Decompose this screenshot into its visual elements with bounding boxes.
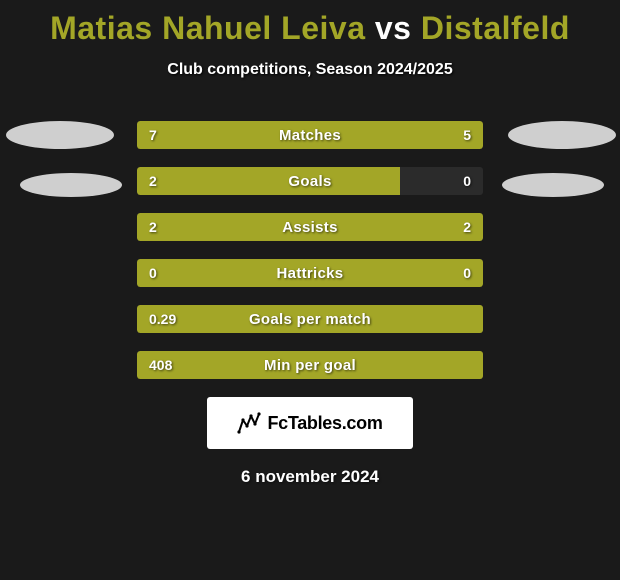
avatar-placeholder-right-1	[508, 121, 616, 149]
logo-badge: FcTables.com	[207, 397, 413, 449]
stat-row: Goals per match0.29	[137, 305, 483, 333]
stat-value-left: 0.29	[149, 305, 176, 333]
stat-row: Goals2 0	[137, 167, 483, 195]
fctables-logo-icon	[237, 412, 261, 434]
stat-value-right: 2	[463, 213, 471, 241]
title-vs: vs	[375, 10, 412, 46]
avatar-placeholder-right-2	[502, 173, 604, 197]
stat-value-left: 0	[149, 259, 157, 287]
avatar-placeholder-left-1	[6, 121, 114, 149]
stat-label: Min per goal	[137, 351, 483, 379]
stat-label: Goals	[137, 167, 483, 195]
stat-value-right: 0	[463, 167, 471, 195]
avatar-placeholder-left-2	[20, 173, 122, 197]
stat-value-left: 408	[149, 351, 172, 379]
stat-value-right: 5	[463, 121, 471, 149]
stat-row: Min per goal408	[137, 351, 483, 379]
stat-label: Goals per match	[137, 305, 483, 333]
stat-row: Matches7 5	[137, 121, 483, 149]
player1-name: Matias Nahuel Leiva	[50, 10, 365, 46]
bars-container: Matches75Goals20Assists22Hattricks00Goal…	[137, 121, 483, 379]
stat-value-left: 2	[149, 213, 157, 241]
stat-label: Assists	[137, 213, 483, 241]
page-title: Matias Nahuel Leiva vs Distalfeld	[0, 0, 620, 47]
stat-row: Hattricks0 0	[137, 259, 483, 287]
stat-value-right: 0	[463, 259, 471, 287]
date-text: 6 november 2024	[0, 467, 620, 487]
stat-row: Assists2 2	[137, 213, 483, 241]
subtitle: Club competitions, Season 2024/2025	[0, 61, 620, 79]
comparison-infographic: Matias Nahuel Leiva vs Distalfeld Club c…	[0, 0, 620, 580]
player2-name: Distalfeld	[421, 10, 570, 46]
logo-text: FcTables.com	[267, 413, 382, 434]
stat-label: Matches	[137, 121, 483, 149]
stat-label: Hattricks	[137, 259, 483, 287]
chart-area: Matches75Goals20Assists22Hattricks00Goal…	[0, 121, 620, 379]
stat-value-left: 7	[149, 121, 157, 149]
stat-value-left: 2	[149, 167, 157, 195]
